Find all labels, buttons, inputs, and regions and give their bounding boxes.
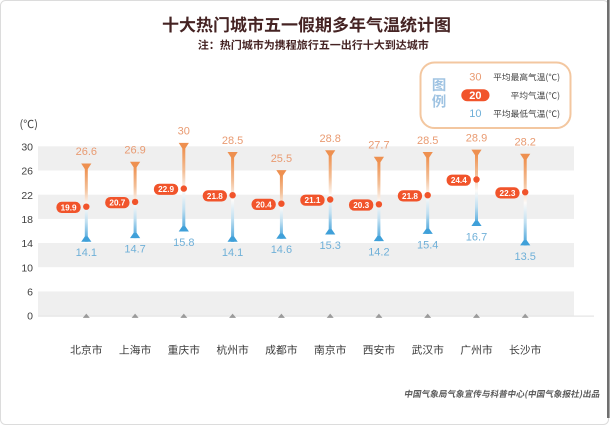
svg-text:28.2: 28.2 — [514, 137, 535, 149]
svg-text:24.4: 24.4 — [451, 176, 467, 185]
svg-text:14.1: 14.1 — [222, 247, 243, 259]
svg-text:22: 22 — [21, 190, 33, 202]
svg-text:28.5: 28.5 — [222, 135, 243, 147]
svg-text:30: 30 — [178, 126, 190, 138]
svg-text:28.9: 28.9 — [466, 132, 487, 144]
svg-text:14.6: 14.6 — [271, 244, 292, 256]
svg-text:21.8: 21.8 — [402, 192, 418, 201]
svg-text:28.8: 28.8 — [319, 133, 340, 145]
svg-text:18: 18 — [21, 214, 33, 226]
svg-text:22.3: 22.3 — [500, 189, 516, 198]
svg-text:10: 10 — [21, 262, 33, 274]
svg-text:0: 0 — [27, 311, 33, 323]
svg-text:20.7: 20.7 — [109, 199, 125, 208]
svg-text:15.3: 15.3 — [319, 240, 340, 252]
svg-text:20.3: 20.3 — [353, 201, 369, 210]
svg-text:13.5: 13.5 — [514, 251, 535, 263]
svg-text:22.9: 22.9 — [158, 185, 174, 194]
svg-text:25.5: 25.5 — [271, 153, 292, 165]
svg-text:20: 20 — [469, 90, 481, 102]
svg-text:30: 30 — [21, 141, 33, 153]
svg-text:15.4: 15.4 — [417, 239, 438, 251]
svg-text:27.7: 27.7 — [368, 140, 389, 152]
svg-text:14.7: 14.7 — [124, 244, 145, 256]
svg-text:26.6: 26.6 — [76, 146, 97, 158]
svg-text:21.1: 21.1 — [305, 196, 321, 205]
svg-text:6: 6 — [27, 287, 33, 299]
svg-text:28.5: 28.5 — [417, 135, 438, 147]
svg-text:10: 10 — [469, 108, 481, 120]
svg-text:16.7: 16.7 — [466, 232, 487, 244]
svg-text:26.9: 26.9 — [124, 144, 145, 156]
svg-text:19.9: 19.9 — [61, 203, 77, 212]
svg-text:21.8: 21.8 — [207, 192, 223, 201]
svg-text:20.4: 20.4 — [256, 200, 272, 209]
svg-text:14.2: 14.2 — [368, 247, 389, 259]
svg-text:26: 26 — [21, 166, 33, 178]
svg-text:14: 14 — [21, 238, 33, 250]
svg-text:30: 30 — [469, 71, 481, 83]
svg-text:15.8: 15.8 — [173, 237, 194, 249]
svg-text:14.1: 14.1 — [76, 247, 97, 259]
